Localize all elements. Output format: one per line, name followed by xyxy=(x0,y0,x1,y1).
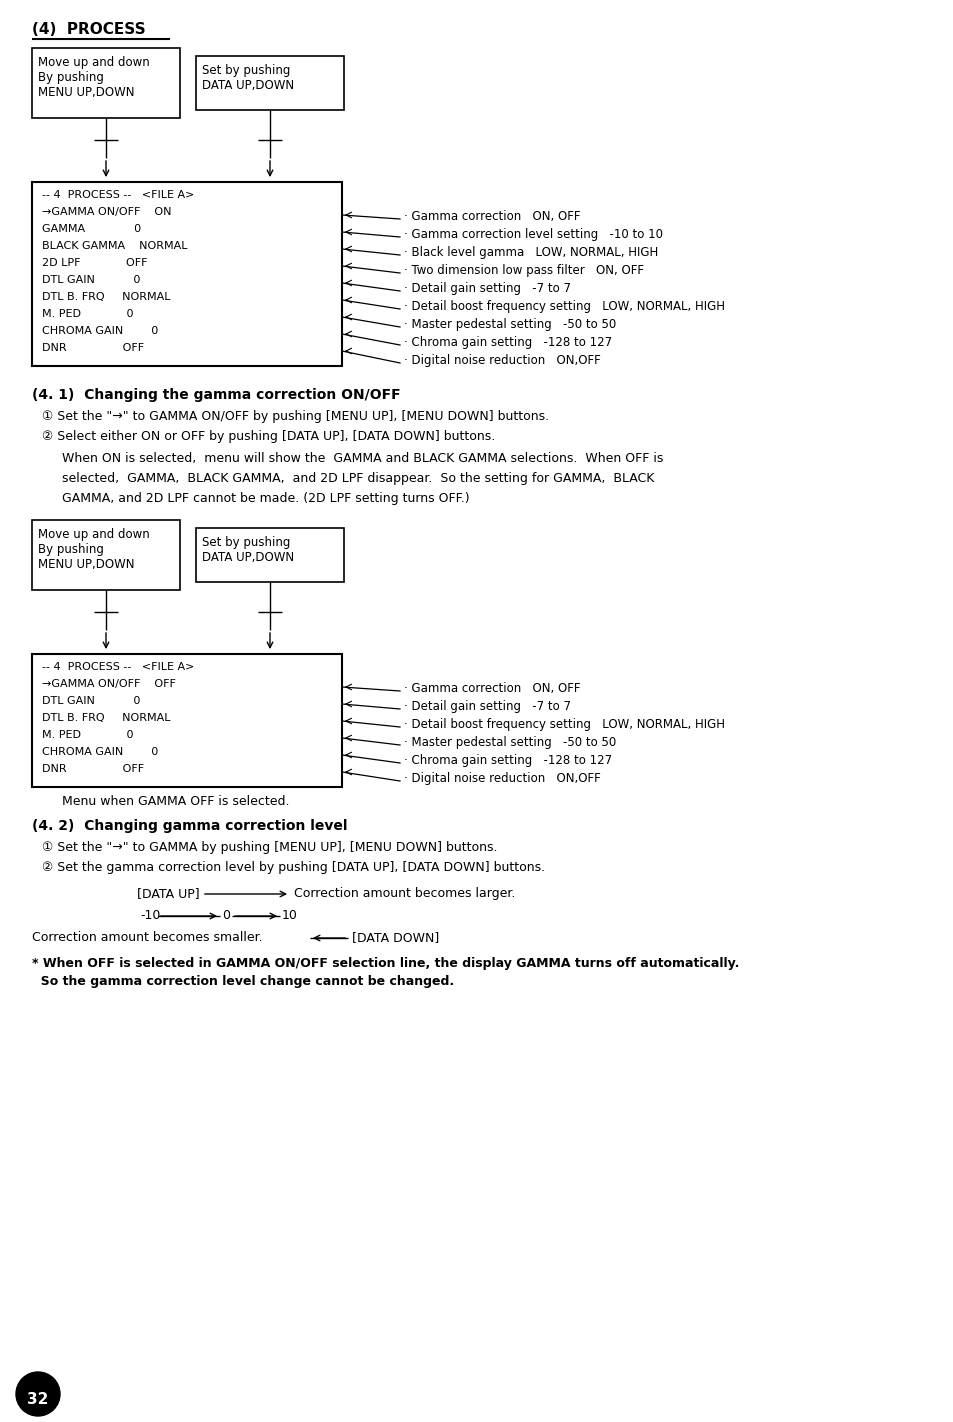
Text: (4)  PROCESS: (4) PROCESS xyxy=(32,21,146,37)
Text: DNR                OFF: DNR OFF xyxy=(42,764,144,774)
Text: · Master pedestal setting   -50 to 50: · Master pedestal setting -50 to 50 xyxy=(403,737,616,749)
Text: Set by pushing
DATA UP,DOWN: Set by pushing DATA UP,DOWN xyxy=(202,64,294,92)
Text: 10: 10 xyxy=(282,909,297,921)
Text: ② Set the gamma correction level by pushing [DATA UP], [DATA DOWN] buttons.: ② Set the gamma correction level by push… xyxy=(42,860,544,875)
Text: BLACK GAMMA    NORMAL: BLACK GAMMA NORMAL xyxy=(42,240,188,252)
Text: Move up and down
By pushing
MENU UP,DOWN: Move up and down By pushing MENU UP,DOWN xyxy=(38,528,150,572)
Text: So the gamma correction level change cannot be changed.: So the gamma correction level change can… xyxy=(32,975,454,988)
Text: GAMMA, and 2D LPF cannot be made. (2D LPF setting turns OFF.): GAMMA, and 2D LPF cannot be made. (2D LP… xyxy=(62,492,469,505)
Text: DTL B. FRQ     NORMAL: DTL B. FRQ NORMAL xyxy=(42,292,171,301)
Text: · Master pedestal setting   -50 to 50: · Master pedestal setting -50 to 50 xyxy=(403,319,616,331)
Text: [DATA DOWN]: [DATA DOWN] xyxy=(352,931,438,944)
Text: Menu when GAMMA OFF is selected.: Menu when GAMMA OFF is selected. xyxy=(62,795,289,808)
Text: (4. 2)  Changing gamma correction level: (4. 2) Changing gamma correction level xyxy=(32,819,347,833)
Text: · Digital noise reduction   ON,OFF: · Digital noise reduction ON,OFF xyxy=(403,772,600,785)
Text: (4. 1)  Changing the gamma correction ON/OFF: (4. 1) Changing the gamma correction ON/… xyxy=(32,388,400,402)
Bar xyxy=(32,654,341,786)
Bar xyxy=(32,182,341,365)
Text: M. PED             0: M. PED 0 xyxy=(42,729,133,739)
Text: 2D LPF             OFF: 2D LPF OFF xyxy=(42,257,148,267)
Text: · Chroma gain setting   -128 to 127: · Chroma gain setting -128 to 127 xyxy=(403,336,612,348)
Text: DTL GAIN           0: DTL GAIN 0 xyxy=(42,274,140,284)
Text: [DATA UP]: [DATA UP] xyxy=(137,887,200,900)
Circle shape xyxy=(16,1372,60,1416)
Text: Move up and down
By pushing
MENU UP,DOWN: Move up and down By pushing MENU UP,DOWN xyxy=(38,55,150,100)
Text: · Black level gamma   LOW, NORMAL, HIGH: · Black level gamma LOW, NORMAL, HIGH xyxy=(403,246,658,259)
Text: Correction amount becomes smaller.: Correction amount becomes smaller. xyxy=(32,931,262,944)
Text: · Gamma correction level setting   -10 to 10: · Gamma correction level setting -10 to … xyxy=(403,228,662,240)
Text: · Two dimension low pass filter   ON, OFF: · Two dimension low pass filter ON, OFF xyxy=(403,264,643,277)
Text: · Gamma correction   ON, OFF: · Gamma correction ON, OFF xyxy=(403,210,579,223)
Text: When ON is selected,  menu will show the  GAMMA and BLACK GAMMA selections.  Whe: When ON is selected, menu will show the … xyxy=(62,452,662,465)
Text: * When OFF is selected in GAMMA ON/OFF selection line, the display GAMMA turns o: * When OFF is selected in GAMMA ON/OFF s… xyxy=(32,957,739,970)
Text: DNR                OFF: DNR OFF xyxy=(42,343,144,353)
Text: 32: 32 xyxy=(28,1392,49,1408)
Text: · Gamma correction   ON, OFF: · Gamma correction ON, OFF xyxy=(403,683,579,695)
Text: CHROMA GAIN        0: CHROMA GAIN 0 xyxy=(42,747,158,757)
Text: ① Set the "→" to GAMMA ON/OFF by pushing [MENU UP], [MENU DOWN] buttons.: ① Set the "→" to GAMMA ON/OFF by pushing… xyxy=(42,410,549,422)
Text: -- 4  PROCESS --   <FILE A>: -- 4 PROCESS -- <FILE A> xyxy=(42,191,194,201)
Text: CHROMA GAIN        0: CHROMA GAIN 0 xyxy=(42,326,158,336)
Text: · Chroma gain setting   -128 to 127: · Chroma gain setting -128 to 127 xyxy=(403,754,612,766)
Text: ② Select either ON or OFF by pushing [DATA UP], [DATA DOWN] buttons.: ② Select either ON or OFF by pushing [DA… xyxy=(42,429,495,444)
Text: →GAMMA ON/OFF    ON: →GAMMA ON/OFF ON xyxy=(42,208,172,218)
Bar xyxy=(32,48,180,118)
Text: -- 4  PROCESS --   <FILE A>: -- 4 PROCESS -- <FILE A> xyxy=(42,663,194,673)
Bar xyxy=(195,528,344,582)
Text: Correction amount becomes larger.: Correction amount becomes larger. xyxy=(294,887,515,900)
Bar xyxy=(195,55,344,109)
Text: · Detail gain setting   -7 to 7: · Detail gain setting -7 to 7 xyxy=(403,282,571,294)
Text: →GAMMA ON/OFF    OFF: →GAMMA ON/OFF OFF xyxy=(42,678,175,690)
Text: Set by pushing
DATA UP,DOWN: Set by pushing DATA UP,DOWN xyxy=(202,536,294,565)
Text: GAMMA              0: GAMMA 0 xyxy=(42,225,141,235)
Text: -10: -10 xyxy=(140,909,160,921)
Text: 0: 0 xyxy=(222,909,230,921)
Text: ① Set the "→" to GAMMA by pushing [MENU UP], [MENU DOWN] buttons.: ① Set the "→" to GAMMA by pushing [MENU … xyxy=(42,840,497,855)
Text: selected,  GAMMA,  BLACK GAMMA,  and 2D LPF disappear.  So the setting for GAMMA: selected, GAMMA, BLACK GAMMA, and 2D LPF… xyxy=(62,472,654,485)
Text: DTL GAIN           0: DTL GAIN 0 xyxy=(42,695,140,705)
Bar xyxy=(32,520,180,590)
Text: · Detail gain setting   -7 to 7: · Detail gain setting -7 to 7 xyxy=(403,700,571,712)
Text: · Digital noise reduction   ON,OFF: · Digital noise reduction ON,OFF xyxy=(403,354,600,367)
Text: · Detail boost frequency setting   LOW, NORMAL, HIGH: · Detail boost frequency setting LOW, NO… xyxy=(403,718,724,731)
Text: · Detail boost frequency setting   LOW, NORMAL, HIGH: · Detail boost frequency setting LOW, NO… xyxy=(403,300,724,313)
Text: DTL B. FRQ     NORMAL: DTL B. FRQ NORMAL xyxy=(42,712,171,722)
Text: M. PED             0: M. PED 0 xyxy=(42,309,133,319)
